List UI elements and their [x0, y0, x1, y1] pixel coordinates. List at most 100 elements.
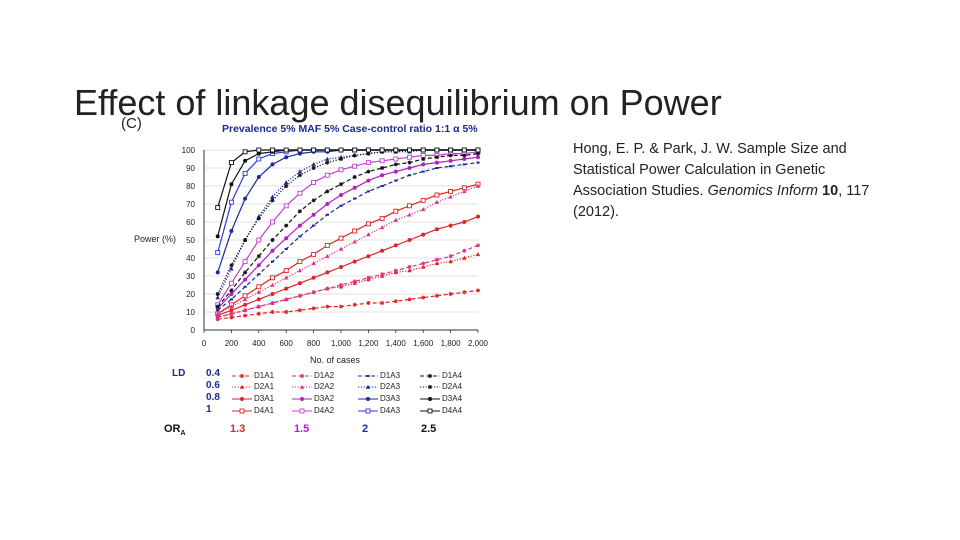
data-point — [215, 295, 220, 300]
series-d1a4 — [215, 151, 480, 309]
legend-marker — [427, 408, 433, 414]
data-point — [379, 215, 385, 221]
legend-marker — [365, 408, 371, 414]
y-tick-label: 90 — [186, 164, 195, 173]
data-point — [420, 197, 426, 203]
data-point — [407, 297, 412, 302]
x-tick-label: 1,400 — [386, 339, 407, 348]
legend-ld-value: 0.4 — [206, 368, 220, 379]
legend-or-value: 1.5 — [294, 423, 310, 435]
data-point — [215, 311, 220, 316]
citation-journal: Genomics Inform — [707, 183, 819, 199]
data-point — [475, 252, 481, 257]
data-point — [407, 265, 412, 269]
data-point — [366, 169, 371, 174]
legend-ld-value: 1 — [206, 404, 212, 415]
data-point — [434, 293, 439, 298]
data-point — [256, 254, 261, 259]
data-point — [284, 184, 289, 188]
data-point — [229, 288, 234, 293]
data-point — [284, 236, 289, 241]
data-point — [366, 275, 371, 280]
series-line — [217, 162, 479, 311]
legend-label: D4A3 — [380, 406, 401, 415]
data-point — [229, 298, 233, 301]
data-point — [352, 228, 358, 234]
x-tick-label: 1,000 — [331, 339, 352, 348]
data-point — [476, 155, 480, 160]
data-point — [393, 156, 399, 162]
data-point — [325, 189, 330, 194]
data-point — [256, 311, 261, 316]
data-point — [311, 179, 317, 185]
data-point — [462, 255, 467, 260]
data-point — [365, 221, 371, 227]
data-point — [311, 306, 316, 311]
data-point — [393, 147, 399, 153]
data-point — [270, 147, 275, 153]
legend-marker — [365, 384, 371, 389]
y-tick-label: 100 — [182, 146, 196, 155]
series-line — [217, 156, 479, 309]
legend-or-value: 1.3 — [230, 423, 246, 435]
data-point — [476, 214, 480, 219]
data-point — [284, 286, 289, 291]
data-point — [311, 147, 317, 153]
data-point — [365, 160, 371, 166]
data-point — [215, 315, 220, 320]
legend-marker — [240, 374, 244, 378]
data-point — [325, 160, 330, 165]
data-point — [421, 295, 426, 300]
data-point — [297, 293, 302, 298]
data-point — [243, 277, 248, 282]
data-point — [325, 286, 330, 291]
data-point — [339, 265, 343, 269]
series-d1a2 — [215, 243, 480, 320]
data-point — [462, 153, 467, 158]
data-point — [228, 160, 234, 166]
data-point — [256, 297, 261, 302]
data-point — [229, 292, 234, 296]
data-point — [393, 299, 398, 304]
data-point — [256, 216, 261, 221]
legend-marker — [366, 397, 370, 401]
data-point — [339, 304, 343, 309]
data-point — [352, 153, 357, 158]
data-point — [242, 297, 248, 302]
data-point — [461, 147, 467, 153]
data-point — [325, 253, 330, 258]
data-point — [257, 273, 261, 276]
data-point — [339, 182, 343, 187]
data-point — [229, 182, 234, 187]
legend-marker — [299, 408, 305, 414]
legend-or-value: 2.5 — [421, 423, 437, 435]
legend-or-title-text: OR — [164, 423, 181, 435]
data-point — [243, 270, 248, 275]
x-axis-label: No. of cases — [310, 355, 361, 365]
data-point — [434, 227, 439, 232]
data-point — [325, 202, 330, 206]
data-point — [243, 238, 248, 242]
y-tick-label: 30 — [186, 272, 195, 281]
data-point — [475, 147, 481, 153]
data-point — [325, 304, 330, 309]
legend-label: D2A1 — [254, 382, 275, 391]
legend-label: D2A4 — [442, 382, 463, 391]
data-point — [435, 167, 439, 169]
data-point — [297, 259, 303, 265]
data-point — [270, 301, 275, 305]
data-point — [407, 212, 412, 217]
series-line — [217, 244, 479, 318]
citation-volume: 10 — [822, 183, 839, 199]
data-point — [407, 238, 412, 242]
data-point — [476, 151, 480, 156]
data-point — [297, 209, 302, 214]
chart-title: Prevalence 5% MAF 5% Case-control ratio … — [222, 123, 478, 135]
data-point — [338, 147, 344, 153]
legend-or-subscript: A — [180, 430, 186, 438]
data-point — [311, 212, 316, 217]
data-point — [297, 169, 303, 174]
data-point — [420, 152, 426, 158]
data-point — [393, 208, 399, 214]
data-point — [325, 270, 330, 275]
